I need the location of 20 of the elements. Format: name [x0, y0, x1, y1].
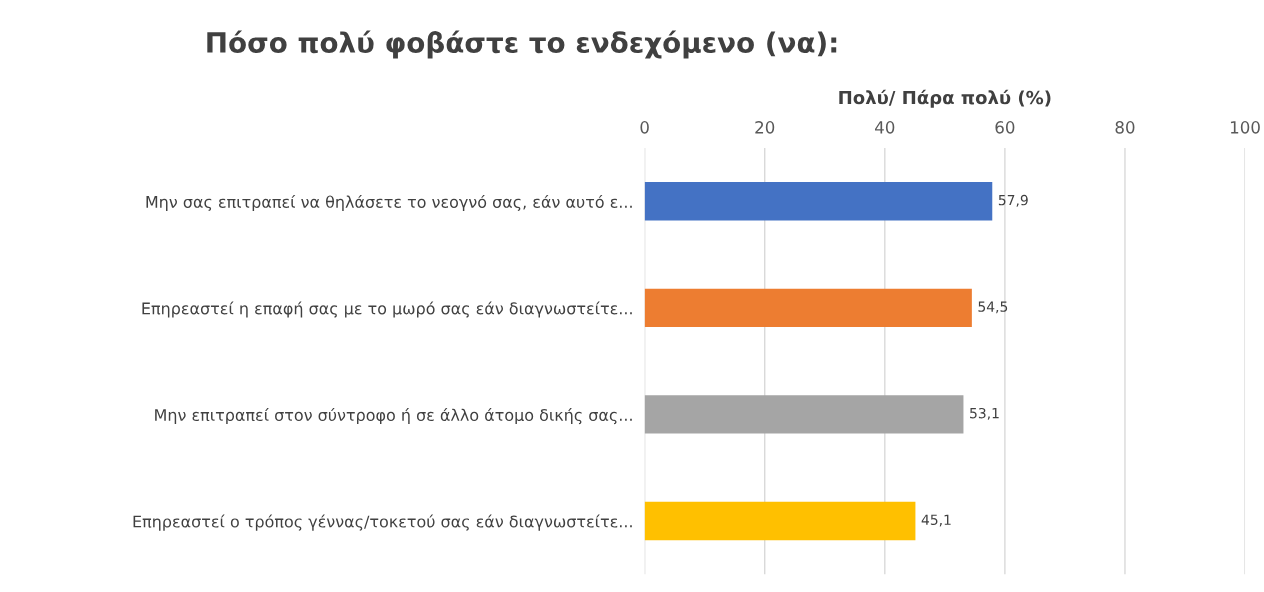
y-tick-label: Επηρεαστεί ο τρόπος γέννας/τοκετού σας εάν διαγνωστείτε...: [133, 514, 632, 531]
x-tick-label: 40: [875, 121, 895, 134]
data-label: 54,5: [978, 301, 1008, 314]
chart-title: Πόσο πολύ φοβάστε το ενδεχόμενο (να):: [207, 30, 837, 59]
data-label: 57,9: [998, 194, 1028, 207]
x-tick-label: 20: [755, 121, 775, 134]
data-label: 53,1: [970, 407, 999, 420]
bar: [644, 501, 916, 541]
bar: [644, 288, 972, 328]
y-tick-label: Μην σας επιτραπεί να θηλάσετε το νεογνό σας, εάν αυτό ε...: [146, 194, 632, 212]
x-tick-label: 60: [995, 121, 1015, 134]
bar: [644, 395, 964, 434]
x-tick-label: 80: [1115, 121, 1135, 134]
bar: [644, 182, 993, 221]
x-tick-label: 0: [640, 121, 649, 134]
data-label: 45,1: [921, 514, 951, 527]
x-tick-label: 100: [1230, 121, 1260, 134]
y-tick-label: Επηρεαστεί η επαφή σας με το μωρό σας εάν διαγνωστείτε...: [142, 301, 632, 318]
x-axis-title: Πολύ/ Πάρα πολύ (%): [839, 89, 1051, 108]
y-tick-label: Μην επιτραπεί στον σύντροφο ή σε άλλο άτομο δικής σας...: [155, 408, 632, 425]
